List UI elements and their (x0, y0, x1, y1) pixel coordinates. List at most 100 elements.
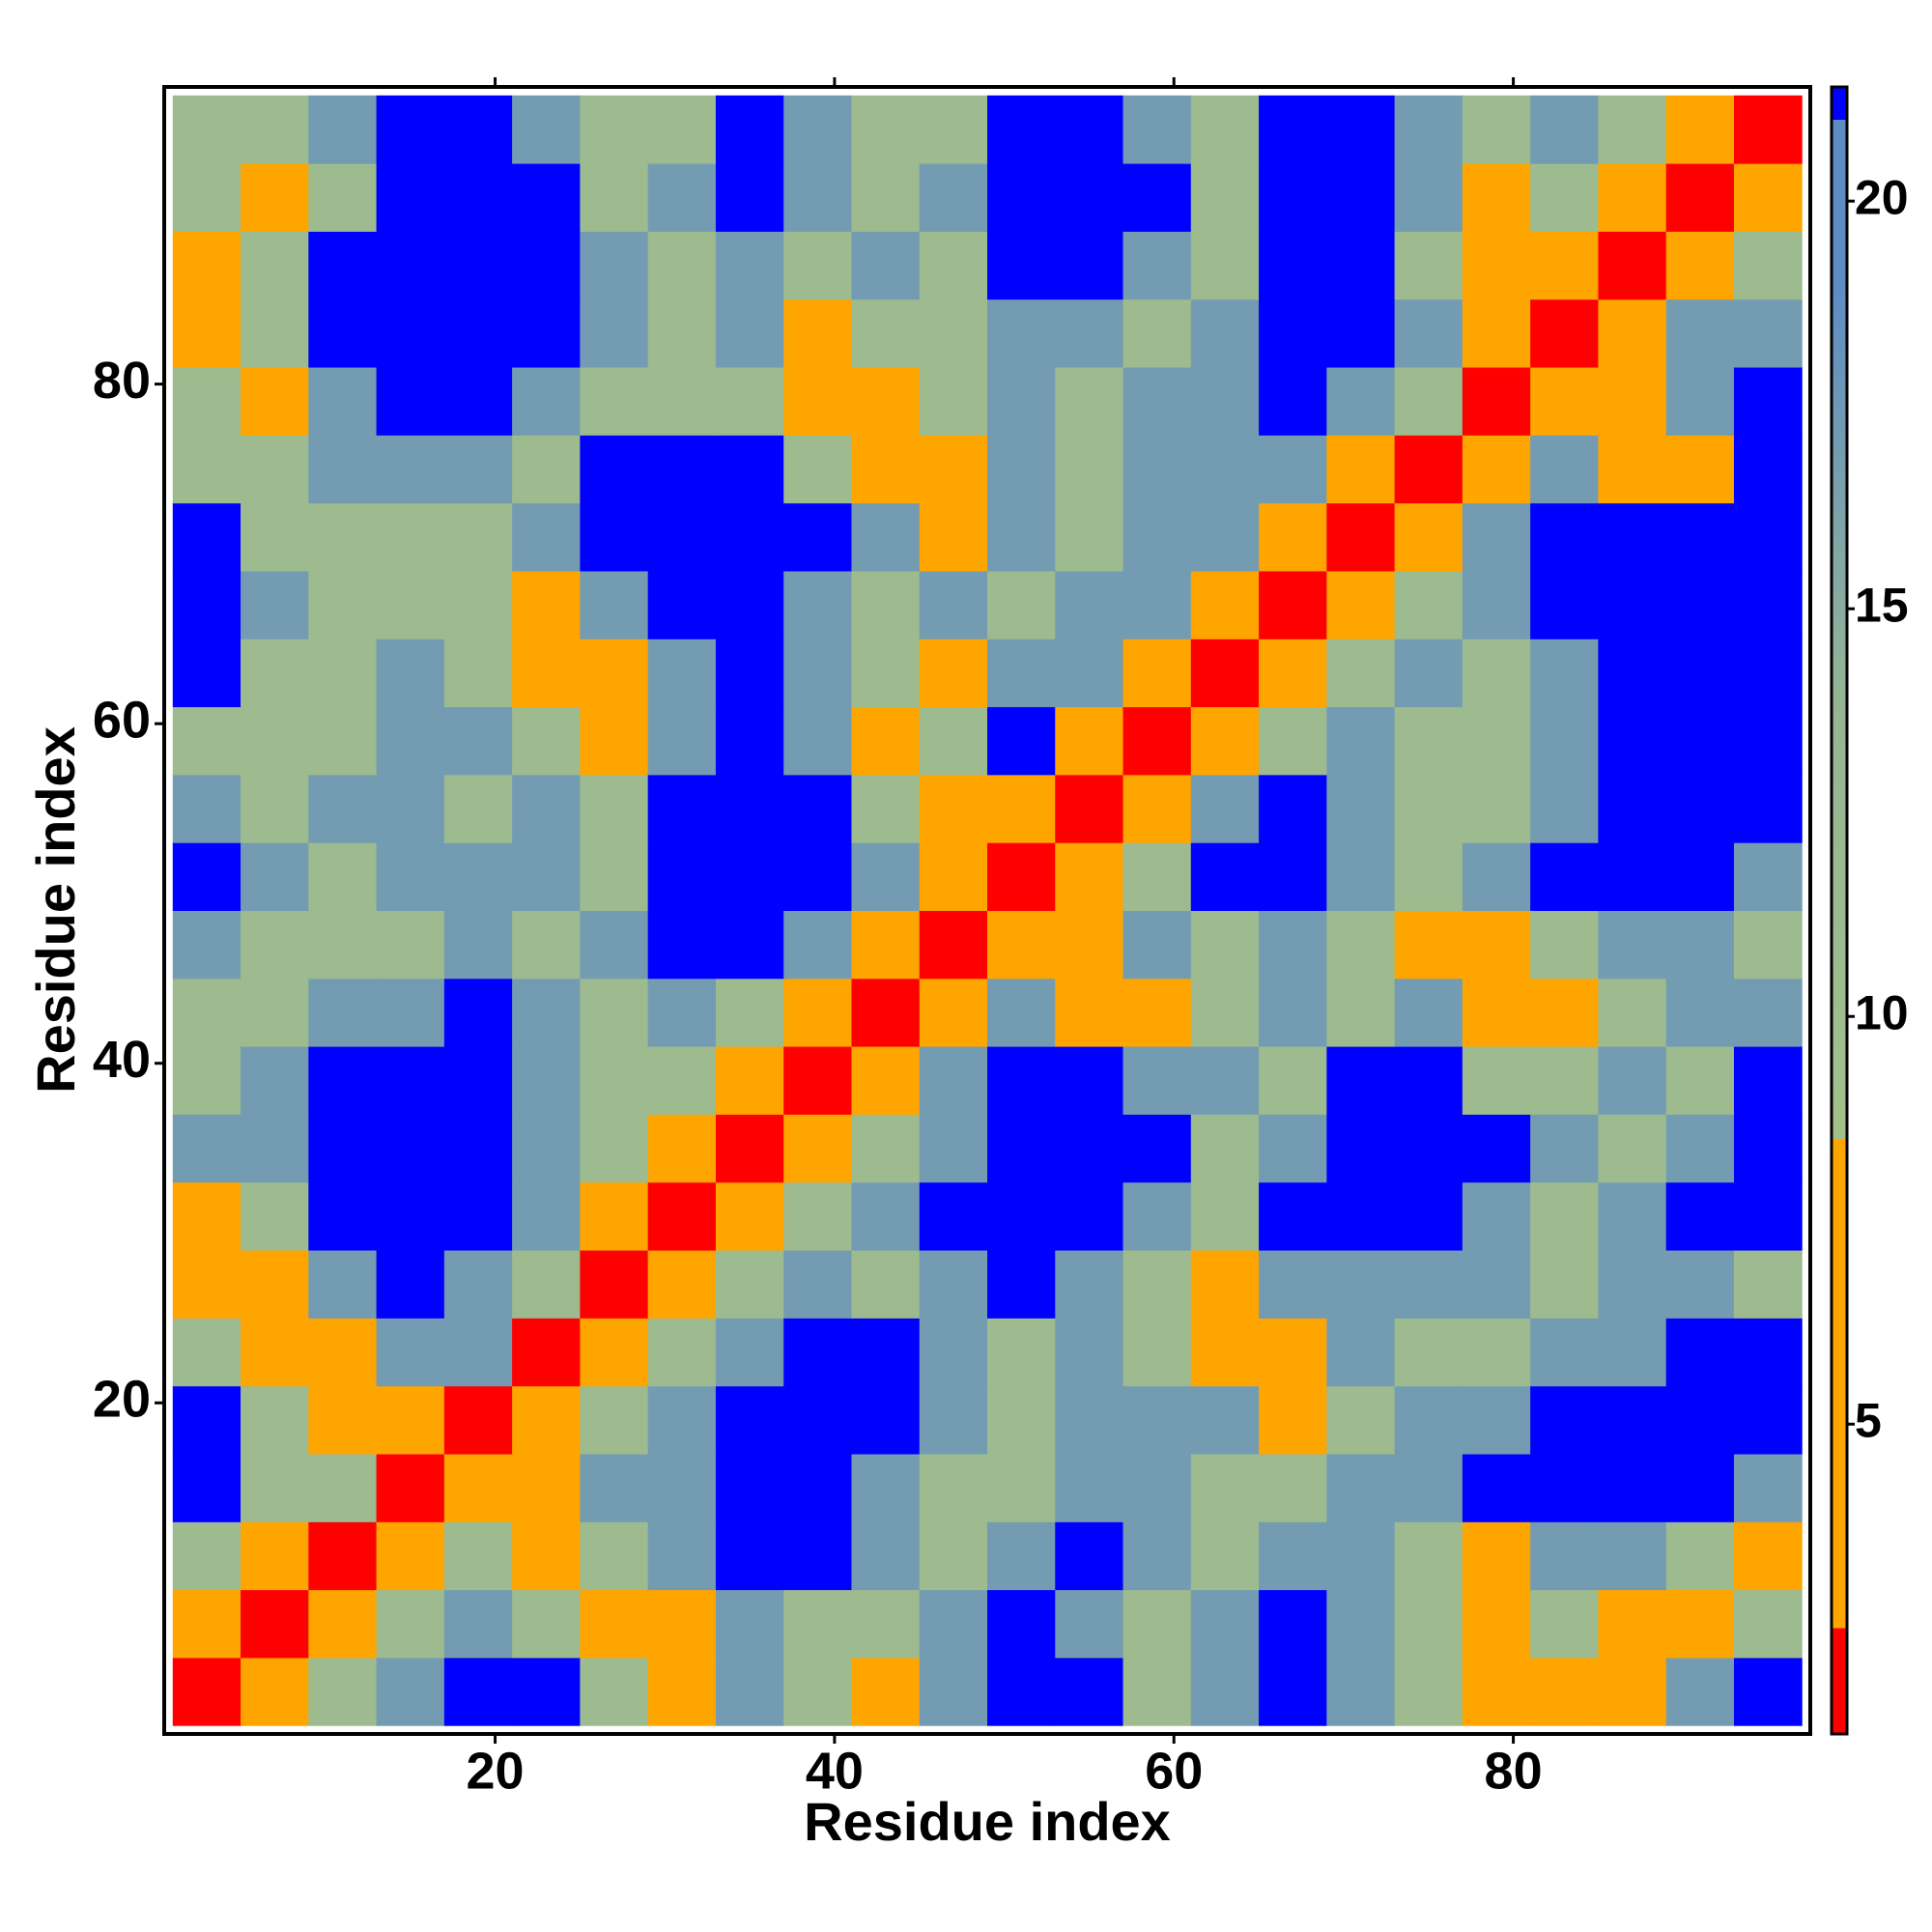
heatmap-cell (919, 774, 988, 843)
heatmap-cell (919, 842, 988, 911)
heatmap-cell (1190, 367, 1260, 436)
heatmap-cell (987, 639, 1056, 708)
heatmap-cell (443, 367, 513, 436)
heatmap-cell (715, 1521, 784, 1591)
heatmap-cell (308, 231, 378, 300)
heatmap-cell (308, 842, 378, 911)
heatmap-cell (1259, 163, 1327, 232)
heatmap-cell (1259, 1046, 1327, 1115)
heatmap-cell (1462, 706, 1531, 776)
heatmap-cell (1733, 1250, 1803, 1319)
heatmap-cell (1665, 1453, 1735, 1522)
heatmap-cell (1122, 910, 1192, 980)
heatmap-cell (308, 163, 378, 232)
heatmap-cell (783, 1453, 852, 1522)
heatmap-cell (783, 978, 852, 1047)
heatmap-cell (1122, 1385, 1192, 1455)
heatmap-cell (1733, 1385, 1803, 1455)
heatmap-cell (580, 774, 649, 843)
heatmap-cell (1055, 435, 1124, 504)
heatmap-cell (647, 367, 717, 436)
heatmap-cell (1122, 1181, 1192, 1251)
heatmap-cell (1598, 1181, 1667, 1251)
heatmap-cell (1122, 163, 1192, 232)
heatmap-cell (172, 1453, 242, 1522)
heatmap-cell (308, 1318, 378, 1387)
heatmap-cell (172, 298, 242, 368)
heatmap-cell (1530, 706, 1599, 776)
heatmap-cell (376, 706, 445, 776)
heatmap-cell (1259, 706, 1327, 776)
heatmap-cell (1733, 910, 1803, 980)
heatmap-cell (1733, 1181, 1803, 1251)
heatmap-cell (1190, 978, 1260, 1047)
heatmap-cell (308, 1114, 378, 1183)
heatmap-cell (580, 910, 649, 980)
heatmap-cell (851, 231, 921, 300)
heatmap-cell (1122, 1114, 1192, 1183)
heatmap-cell (1122, 1318, 1192, 1387)
heatmap-cell (512, 1385, 581, 1455)
heatmap-cell (647, 231, 717, 300)
heatmap-cell (783, 298, 852, 368)
heatmap-cell (580, 1318, 649, 1387)
heatmap-cell (1530, 1657, 1599, 1726)
heatmap-cell (1122, 1453, 1192, 1522)
heatmap-cell (1122, 774, 1192, 843)
heatmap-cell (1122, 639, 1192, 708)
heatmap-cell (376, 1521, 445, 1591)
heatmap-cell (919, 1589, 988, 1659)
heatmap-cell (1394, 842, 1463, 911)
heatmap-cell (172, 1521, 242, 1591)
heatmap-cell (443, 1046, 513, 1115)
heatmap-cell (308, 978, 378, 1047)
heatmap-cell (308, 774, 378, 843)
heatmap-cell (1462, 774, 1531, 843)
heatmap-cell (1530, 367, 1599, 436)
heatmap-cell (987, 95, 1056, 164)
heatmap-cell (1259, 502, 1327, 572)
y-tick-label: 40 (93, 1031, 151, 1089)
heatmap-cell (1530, 774, 1599, 843)
heatmap-cell (376, 1385, 445, 1455)
heatmap-cell (647, 298, 717, 368)
heatmap-cell (647, 1318, 717, 1387)
heatmap-cell (512, 1318, 581, 1387)
heatmap-cell (715, 163, 784, 232)
heatmap-cell (783, 774, 852, 843)
heatmap-cell (512, 1046, 581, 1115)
heatmap-cell (919, 570, 988, 639)
heatmap-cell (647, 910, 717, 980)
heatmap-cell (172, 502, 242, 572)
heatmap-cell (443, 1453, 513, 1522)
heatmap-cell (172, 570, 242, 639)
heatmap-cell (512, 163, 581, 232)
heatmap-cell (1326, 978, 1396, 1047)
heatmap-cell (1462, 1453, 1531, 1522)
heatmap-cell (241, 435, 309, 504)
heatmap-cell (308, 639, 378, 708)
heatmap-cell (1190, 842, 1260, 911)
heatmap-cell (1598, 1521, 1667, 1591)
y-tick-label: 80 (93, 352, 151, 410)
heatmap-cell (919, 231, 988, 300)
heatmap-cell (1394, 639, 1463, 708)
heatmap-cell (851, 1453, 921, 1522)
heatmap-cell (1530, 298, 1599, 368)
heatmap-cell (851, 639, 921, 708)
heatmap-cell (851, 570, 921, 639)
heatmap-cell (512, 774, 581, 843)
heatmap-cell (1190, 910, 1260, 980)
heatmap-cell (1326, 163, 1396, 232)
heatmap-cell (1665, 978, 1735, 1047)
heatmap-cell (851, 298, 921, 368)
heatmap-cell (376, 298, 445, 368)
heatmap-cell (1326, 1385, 1396, 1455)
heatmap-cell (1394, 298, 1463, 368)
heatmap-cell (851, 502, 921, 572)
heatmap-cell (580, 1521, 649, 1591)
heatmap-cell (241, 1453, 309, 1522)
heatmap-cell (1055, 1385, 1124, 1455)
heatmap-cell (647, 1657, 717, 1726)
heatmap-cell (715, 298, 784, 368)
